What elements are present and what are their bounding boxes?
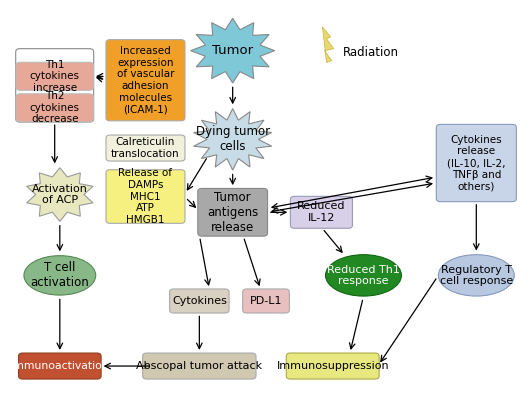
Text: Immunoactivation: Immunoactivation [11, 361, 109, 371]
Polygon shape [323, 27, 334, 62]
Ellipse shape [439, 255, 514, 296]
Text: Th2
cytokines
decrease: Th2 cytokines decrease [30, 91, 80, 124]
FancyBboxPatch shape [106, 170, 185, 224]
Text: Immunosuppression: Immunosuppression [276, 361, 389, 371]
Text: Release of
DAMPs
MHC1
ATP
HMGB1: Release of DAMPs MHC1 ATP HMGB1 [118, 168, 172, 225]
Polygon shape [194, 109, 272, 170]
FancyBboxPatch shape [106, 40, 185, 121]
Text: Tumor: Tumor [212, 44, 253, 57]
FancyBboxPatch shape [170, 289, 229, 313]
FancyBboxPatch shape [143, 353, 256, 379]
Text: Tumor
antigens
release: Tumor antigens release [207, 191, 258, 234]
Ellipse shape [24, 256, 96, 295]
Text: Cytokines
release
(IL-10, IL-2,
TNFβ and
others): Cytokines release (IL-10, IL-2, TNFβ and… [447, 135, 506, 191]
Polygon shape [190, 18, 275, 83]
Text: Reduced
IL-12: Reduced IL-12 [297, 202, 345, 223]
Text: Increased
expression
of vascular
adhesion
molecules
(ICAM-1): Increased expression of vascular adhesio… [117, 46, 174, 114]
Text: Cytokines: Cytokines [172, 296, 227, 306]
FancyBboxPatch shape [243, 289, 289, 313]
Text: Regulatory T
cell response: Regulatory T cell response [440, 264, 513, 286]
Text: Calreticulin
translocation: Calreticulin translocation [111, 137, 180, 159]
Text: Abscopal tumor attack: Abscopal tumor attack [136, 361, 262, 371]
FancyBboxPatch shape [106, 135, 185, 161]
FancyBboxPatch shape [19, 353, 101, 379]
Ellipse shape [325, 255, 402, 296]
FancyBboxPatch shape [290, 197, 352, 228]
FancyBboxPatch shape [436, 124, 516, 202]
Text: Activation
of ACP: Activation of ACP [32, 184, 88, 205]
Text: Reduced Th1
response: Reduced Th1 response [327, 264, 400, 286]
Text: T cell
activation: T cell activation [31, 261, 89, 289]
FancyBboxPatch shape [16, 62, 94, 90]
FancyBboxPatch shape [198, 189, 268, 236]
Text: Radiation: Radiation [343, 46, 399, 59]
Text: Dying tumor
cells: Dying tumor cells [196, 125, 270, 153]
FancyBboxPatch shape [16, 94, 94, 122]
Polygon shape [26, 168, 93, 222]
FancyBboxPatch shape [286, 353, 379, 379]
Text: PD-L1: PD-L1 [250, 296, 282, 306]
Text: Th1
cytokines
increase: Th1 cytokines increase [30, 60, 80, 93]
